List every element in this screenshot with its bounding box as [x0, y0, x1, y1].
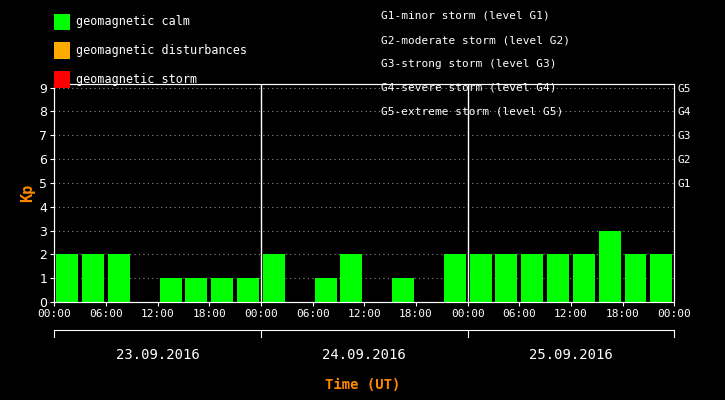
Bar [624, 254, 647, 302]
Bar [237, 278, 259, 302]
Bar [57, 254, 78, 302]
Bar [521, 254, 543, 302]
Bar [108, 254, 130, 302]
Text: geomagnetic calm: geomagnetic calm [76, 16, 190, 28]
Bar [392, 278, 414, 302]
Y-axis label: Kp: Kp [20, 184, 36, 202]
Bar [444, 254, 465, 302]
Bar [547, 254, 569, 302]
Text: 23.09.2016: 23.09.2016 [116, 348, 199, 362]
Text: geomagnetic storm: geomagnetic storm [76, 73, 197, 86]
Bar [495, 254, 518, 302]
Text: G5-extreme storm (level G5): G5-extreme storm (level G5) [381, 107, 563, 117]
Text: 25.09.2016: 25.09.2016 [529, 348, 613, 362]
Text: G1-minor storm (level G1): G1-minor storm (level G1) [381, 11, 550, 21]
Text: G4-severe storm (level G4): G4-severe storm (level G4) [381, 83, 556, 93]
Text: 24.09.2016: 24.09.2016 [323, 348, 406, 362]
Bar [160, 278, 181, 302]
Bar [599, 230, 621, 302]
Bar [315, 278, 336, 302]
Text: geomagnetic disturbances: geomagnetic disturbances [76, 44, 247, 57]
Bar [341, 254, 362, 302]
Bar [211, 278, 233, 302]
Bar [573, 254, 594, 302]
Bar [470, 254, 492, 302]
Bar [82, 254, 104, 302]
Bar [650, 254, 672, 302]
Bar [186, 278, 207, 302]
Bar [263, 254, 285, 302]
Text: G3-strong storm (level G3): G3-strong storm (level G3) [381, 59, 556, 69]
Text: Time (UT): Time (UT) [325, 378, 400, 392]
Text: G2-moderate storm (level G2): G2-moderate storm (level G2) [381, 35, 570, 45]
